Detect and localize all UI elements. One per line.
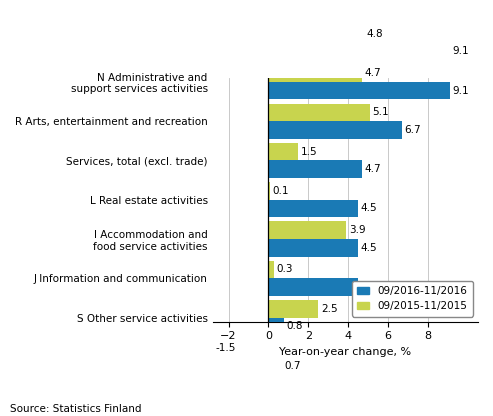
Bar <box>269 143 298 161</box>
Bar <box>269 357 282 374</box>
Text: -1.5: -1.5 <box>216 343 236 353</box>
Text: 4.5: 4.5 <box>361 282 377 292</box>
Text: Source: Statistics Finland: Source: Statistics Finland <box>10 404 141 414</box>
Bar <box>269 200 358 217</box>
Text: 1.5: 1.5 <box>301 146 317 156</box>
Bar <box>269 278 358 296</box>
Bar <box>269 239 358 257</box>
X-axis label: Year-on-year change, %: Year-on-year change, % <box>279 347 411 357</box>
Text: 0.3: 0.3 <box>277 265 293 275</box>
Text: 5.1: 5.1 <box>373 107 389 117</box>
Bar <box>269 221 346 239</box>
Bar <box>269 161 362 178</box>
Text: 4.5: 4.5 <box>361 243 377 253</box>
Text: 9.1: 9.1 <box>453 86 469 96</box>
Text: 0.1: 0.1 <box>273 186 289 196</box>
Bar <box>269 317 284 335</box>
Text: 4.7: 4.7 <box>365 164 381 174</box>
Bar <box>239 339 269 357</box>
Bar <box>269 104 370 121</box>
Bar <box>269 121 402 139</box>
Bar <box>269 261 275 278</box>
Text: 4.8: 4.8 <box>367 29 383 39</box>
Bar <box>269 25 364 42</box>
Bar <box>269 300 318 317</box>
Bar <box>269 42 450 60</box>
Legend: 09/2016-11/2016, 09/2015-11/2015: 09/2016-11/2016, 09/2015-11/2015 <box>352 281 473 317</box>
Text: 4.7: 4.7 <box>365 68 381 78</box>
Text: 4.5: 4.5 <box>361 203 377 213</box>
Bar <box>269 182 271 200</box>
Text: 9.1: 9.1 <box>453 46 469 56</box>
Text: 3.9: 3.9 <box>349 225 365 235</box>
Text: 0.8: 0.8 <box>287 321 303 332</box>
Bar <box>269 64 362 82</box>
Text: 6.7: 6.7 <box>405 125 421 135</box>
Text: 0.7: 0.7 <box>285 361 301 371</box>
Text: 2.5: 2.5 <box>321 304 337 314</box>
Bar <box>269 82 450 99</box>
